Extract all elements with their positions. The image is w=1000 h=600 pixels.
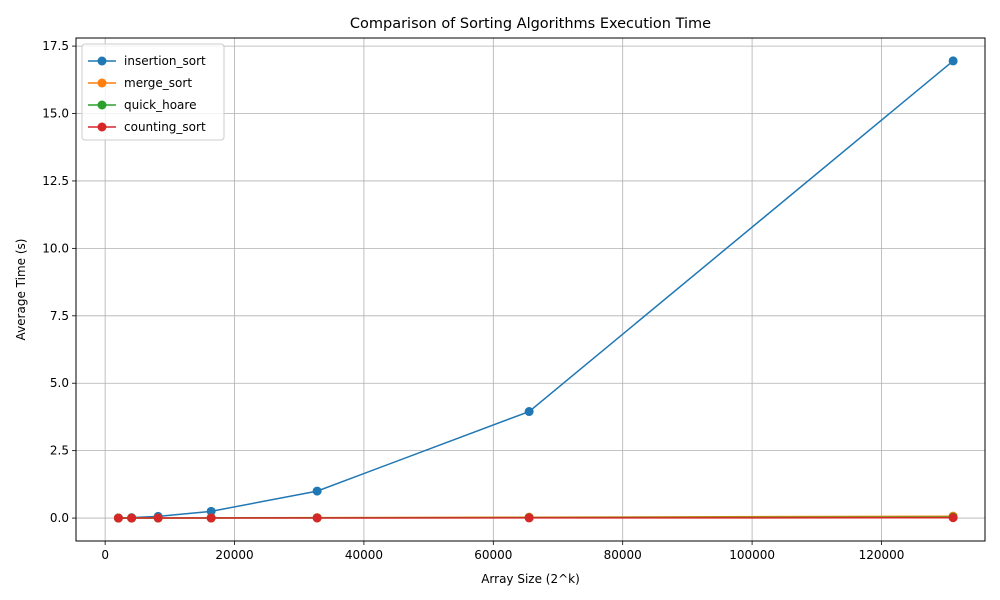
data-point xyxy=(153,513,163,523)
y-tick-label: 0.0 xyxy=(50,511,69,525)
legend-label: insertion_sort xyxy=(124,54,206,68)
data-point xyxy=(312,513,322,523)
legend: insertion_sort merge_sort quick_hoarecount… xyxy=(81,43,225,141)
x-tick-label: 0 xyxy=(101,548,109,562)
y-tick-label: 10.0 xyxy=(42,241,69,255)
series-counting_sort xyxy=(113,513,958,523)
legend-marker xyxy=(97,100,107,110)
data-point xyxy=(113,513,123,523)
y-tick-label: 2.5 xyxy=(50,444,69,458)
x-tick-label: 80000 xyxy=(604,548,642,562)
data-point xyxy=(524,407,534,417)
legend-label: counting_sort xyxy=(124,120,206,134)
data-point xyxy=(948,56,958,66)
legend-item: quick_hoare xyxy=(88,98,196,112)
plot-frame xyxy=(75,37,986,542)
data-point xyxy=(524,513,534,523)
data-point xyxy=(948,513,958,523)
legend-marker xyxy=(97,56,107,66)
legend-label: quick_hoare xyxy=(124,98,196,112)
y-axis-title: Average Time (s) xyxy=(14,239,28,341)
legend-item: counting_sort xyxy=(88,120,206,134)
legend-item: insertion_sort xyxy=(88,54,206,68)
data-point xyxy=(127,513,137,523)
x-tick-label: 120000 xyxy=(859,548,905,562)
x-tick-label: 40000 xyxy=(345,548,383,562)
data-point xyxy=(206,506,216,516)
x-tick-label: 60000 xyxy=(474,548,512,562)
x-tick-label: 20000 xyxy=(215,548,253,562)
y-tick-label: 12.5 xyxy=(42,174,69,188)
legend-label: merge_sort xyxy=(124,76,192,90)
y-tick-label: 7.5 xyxy=(50,309,69,323)
ticks: 0 20000 40000 60000 80000 100000 120000 0.0 2.5 5… xyxy=(42,39,904,562)
y-tick-label: 5.0 xyxy=(50,376,69,390)
x-tick-label: 100000 xyxy=(729,548,775,562)
chart-title: Comparison of Sorting Algorithms Executi… xyxy=(350,16,711,32)
data-point xyxy=(206,513,216,523)
legend-marker xyxy=(97,78,107,88)
legend-box xyxy=(81,43,225,141)
y-tick-label: 17.5 xyxy=(42,39,69,53)
data-point xyxy=(312,486,322,496)
legend-item: merge_sort xyxy=(88,76,192,90)
legend-marker xyxy=(97,122,107,132)
y-tick-label: 15.0 xyxy=(42,107,69,121)
x-axis-title: Array Size (2^k) xyxy=(481,572,580,586)
series-layer xyxy=(113,56,958,523)
